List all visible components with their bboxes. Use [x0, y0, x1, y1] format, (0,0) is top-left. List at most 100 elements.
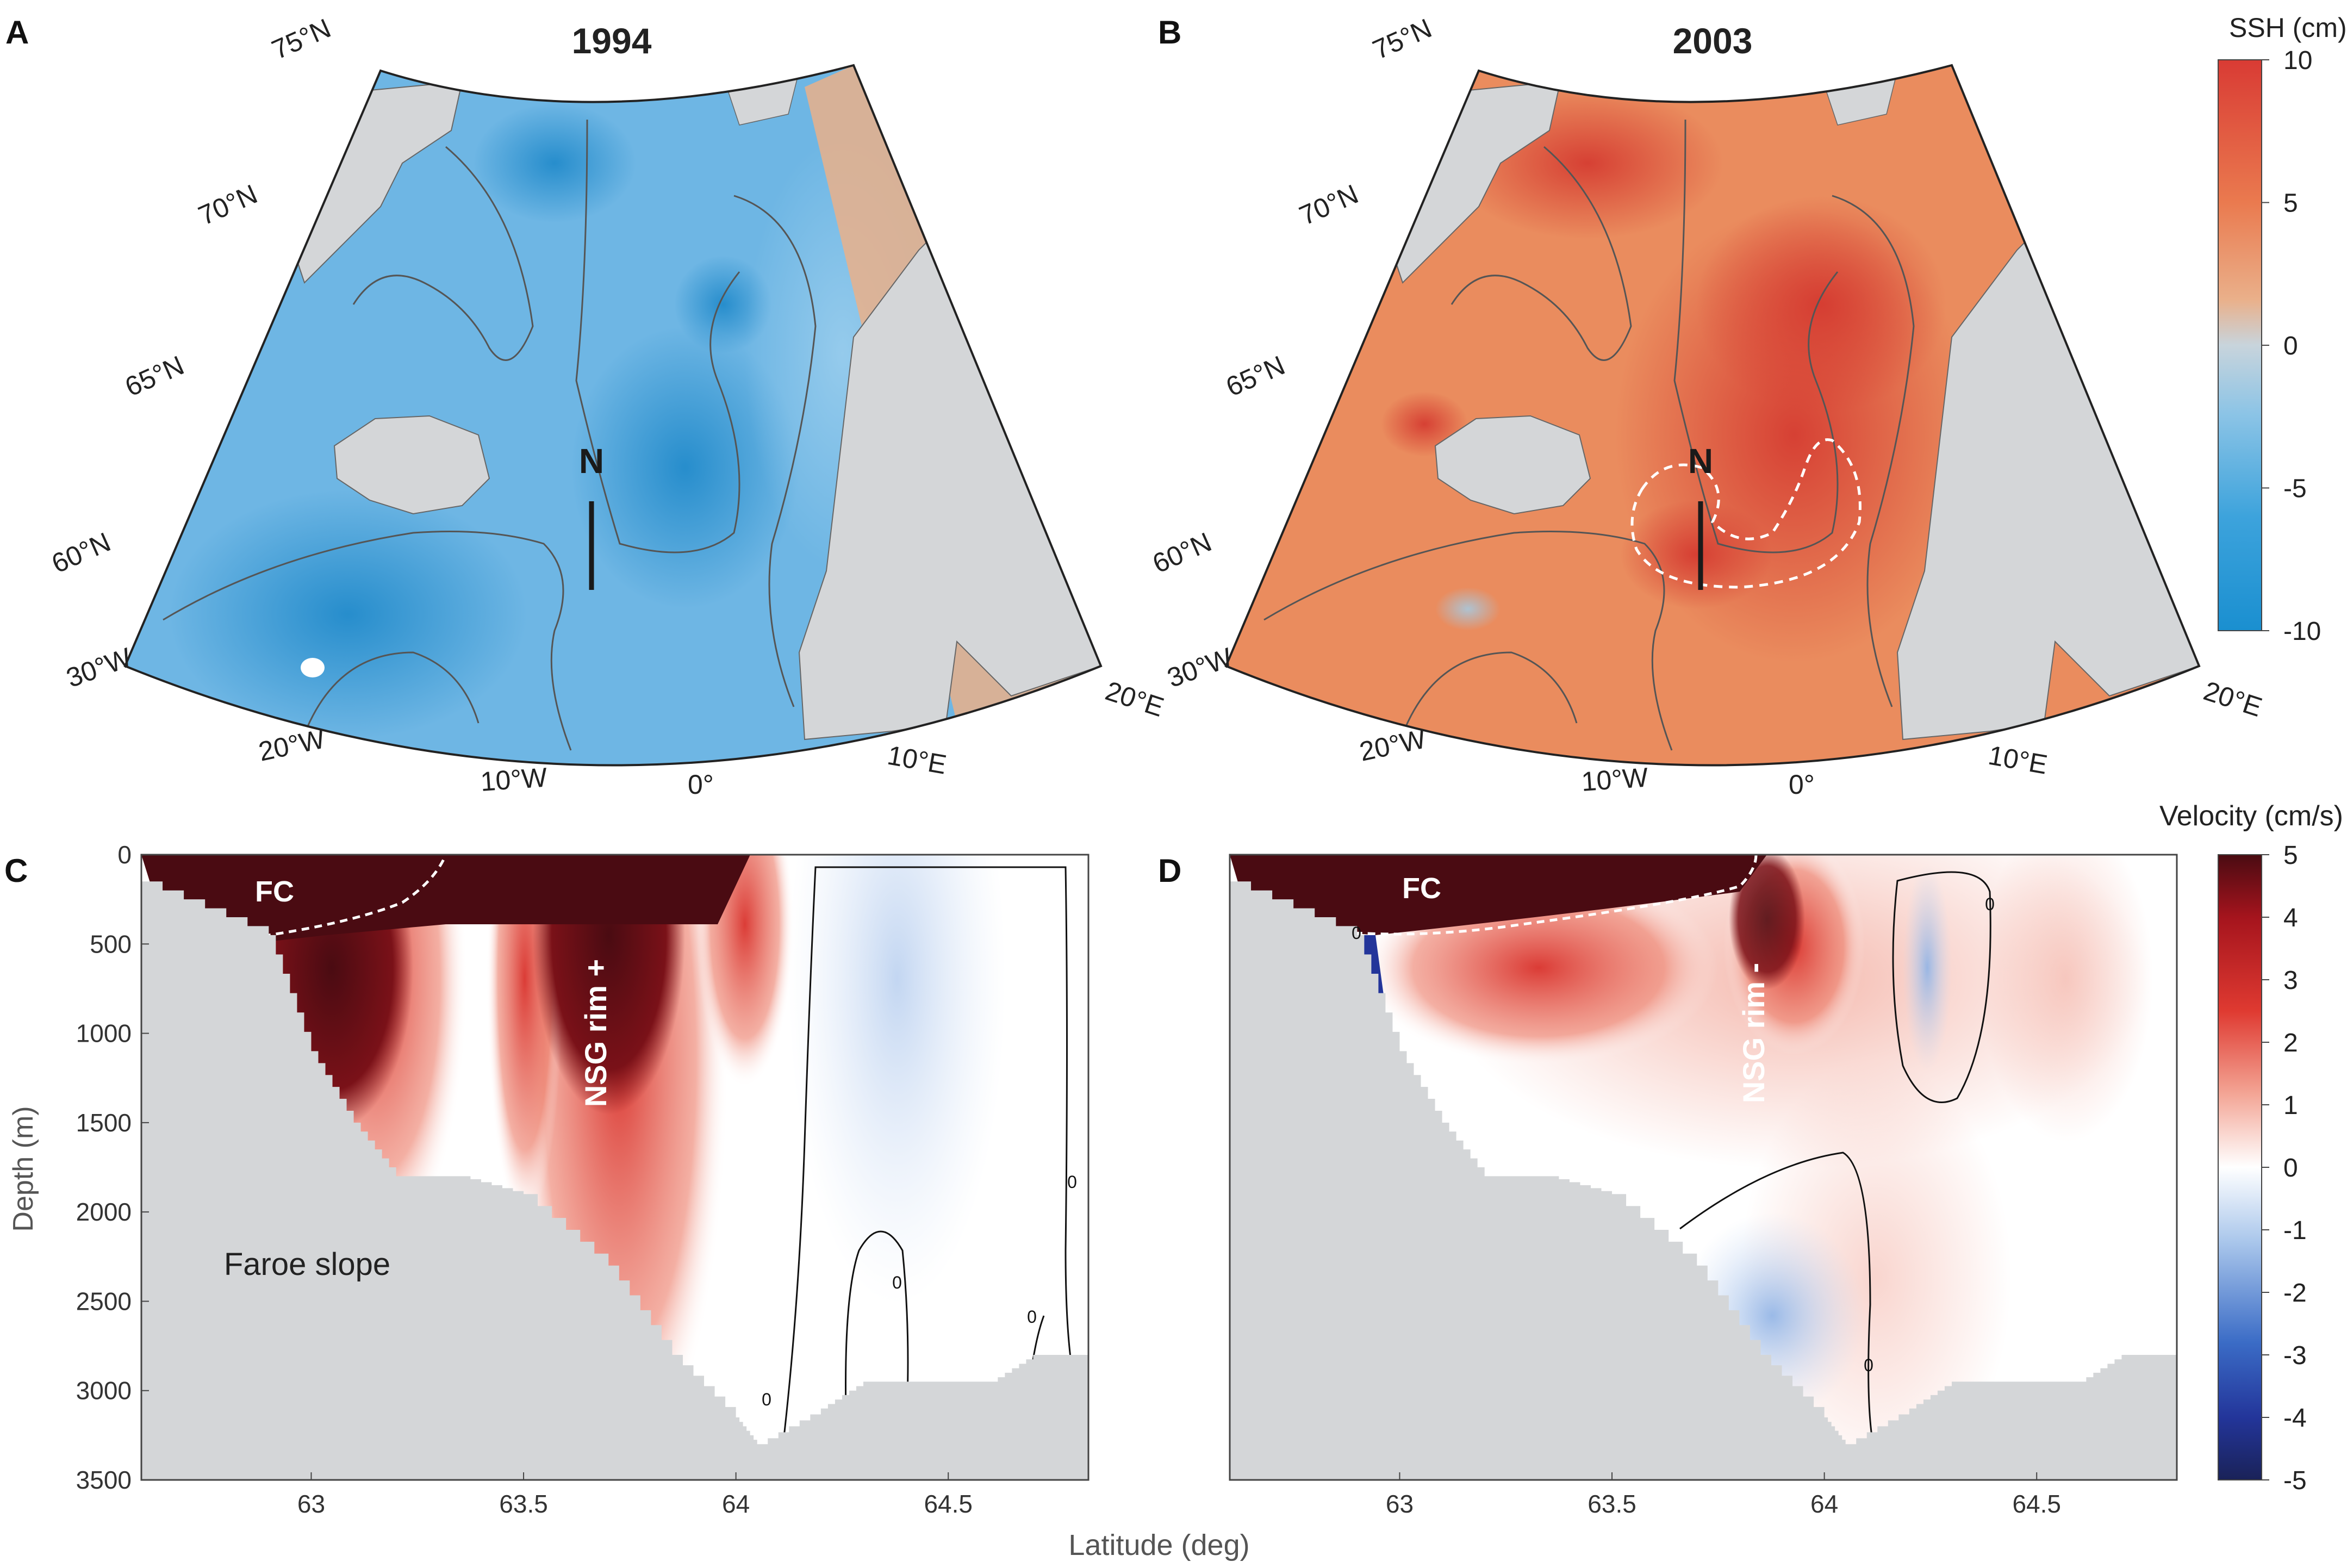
panel-d-blue-core	[1903, 864, 1952, 1071]
panel-b-bathy-contour	[1402, 651, 1578, 735]
panel-c-contour-label: 0	[1027, 1307, 1037, 1327]
panel-c-ylabel: Depth (m)	[8, 1106, 39, 1231]
panel-b-lat-label: 65°N	[1222, 350, 1290, 402]
panel-c-zero-contour	[782, 866, 1078, 1447]
panel-a-bathy-contour	[575, 119, 740, 553]
panel-d-axes: 63 63.5 64 64.5	[1386, 1472, 2061, 1518]
velocity-colorbar: Velocity (cm/s) 5 4 3 2 1 0 -1 -2 -3 -4 -5	[2159, 800, 2343, 1495]
panel-d-fc-boundary	[1315, 855, 1758, 936]
panel-c-letter: C	[4, 853, 28, 889]
panel-b-red-anomaly	[1696, 196, 1946, 413]
seafloor	[1230, 881, 2177, 1480]
panel-d-frame	[1229, 854, 2178, 1481]
panel-d-section: 0 0 0 FC NSG rim - D 63 63.5 64 64.5	[1158, 853, 2178, 1518]
ssh-colorbar: SSH (cm) 10 5 0 -5 -10	[2218, 13, 2347, 646]
panel-a-bathy-contour	[303, 651, 480, 735]
colorbar-tick-label: -10	[2283, 617, 2321, 646]
panel-a-blue-anomaly	[571, 326, 799, 609]
y-tick-label: 3000	[76, 1377, 132, 1405]
y-tick-label: 0	[117, 841, 132, 869]
y-tick-label: 3500	[76, 1466, 132, 1494]
panel-c-section: 0 0 0 0 FC NSG rim + Faroe slope C Depth…	[4, 841, 1090, 1518]
y-tick-label: 500	[90, 930, 132, 958]
panel-a-lon-label: 30°W	[63, 642, 136, 693]
panel-c-dark-top	[141, 855, 750, 946]
panel-c-contour-label: 0	[1067, 1172, 1077, 1192]
colorbar-tick-label: 4	[2283, 904, 2298, 932]
panel-a-lat-label: 75°N	[267, 13, 335, 65]
panel-a-bathy-contour	[352, 146, 534, 361]
colorbar-tick-label: -4	[2283, 1404, 2307, 1433]
panel-a-lat-label: 70°N	[194, 178, 262, 231]
panel-b-lat-label: 70°N	[1295, 178, 1363, 231]
velocity-colorbar-bar	[2218, 854, 2262, 1480]
panel-c-zero-contour	[845, 1230, 909, 1479]
colorbar-tick-label: 0	[2283, 332, 2298, 360]
panel-d-contour-label: 0	[1864, 1355, 1873, 1375]
y-tick-label: 2500	[76, 1287, 132, 1315]
panel-d-zero-contour	[1892, 871, 1991, 1103]
panel-c-contour-labels: 0 0 0 0	[762, 1172, 1077, 1409]
panel-d-contour-label: 0	[1985, 894, 1995, 914]
panel-a-lon-label: 20°W	[256, 723, 328, 767]
panel-a-lat-label: 60°N	[47, 526, 115, 579]
panel-a-lat-label: 65°N	[121, 350, 189, 402]
panel-b-bathy-contour	[1263, 531, 1673, 751]
ssh-colorbar-label: SSH (cm)	[2229, 13, 2347, 43]
ssh-colorbar-bar	[2218, 59, 2262, 631]
x-tick-label: 64.5	[924, 1490, 973, 1518]
panel-b-light-anomaly	[1435, 587, 1501, 631]
panel-b-iceland	[1434, 415, 1591, 515]
panel-a-frame	[123, 64, 1103, 767]
seafloor	[141, 881, 1088, 1480]
x-tick-label: 63	[1386, 1490, 1414, 1518]
shared-xlabel: Latitude (deg)	[1068, 1529, 1249, 1561]
panel-b-lon-label: 10°E	[1986, 740, 2050, 780]
panel-b-lon-label: 20°E	[2200, 675, 2266, 723]
panel-b-section-label: N	[1688, 441, 1713, 481]
panel-a-lon-label: 20°E	[1102, 675, 1168, 723]
panel-a-bathy-contour	[733, 195, 817, 707]
panel-a-blue-anomaly	[169, 489, 527, 739]
panel-d-zero-contour	[1679, 1152, 1877, 1458]
panel-d-pale-red-region	[1979, 855, 2153, 1142]
panel-c-axes: 63 63.5 64 64.5 0 500 1000 1500 2000 2500 3000 3500	[76, 841, 973, 1518]
panel-b-bathy-contour	[1832, 195, 1915, 707]
panel-b-lon-label: 10°W	[1580, 762, 1649, 797]
panel-a-lon-label: 10°W	[480, 762, 549, 797]
panel-a-title: 1994	[572, 21, 652, 61]
panel-d-dark-core	[1729, 855, 1805, 990]
panel-b-dashed-outline	[1630, 438, 1862, 589]
panel-b-lon-label: 0°	[1789, 769, 1815, 800]
panel-a-blue-anomaly	[473, 103, 636, 223]
panel-c-annotation-slope: Faroe slope	[224, 1247, 390, 1282]
y-tick-label: 1000	[76, 1019, 132, 1048]
colorbar-tick-label: -1	[2283, 1216, 2307, 1245]
panel-b-lat-label: 75°N	[1368, 13, 1436, 65]
colorbar-tick-label: -3	[2283, 1341, 2307, 1370]
panel-b-title: 2003	[1673, 21, 1753, 61]
panel-a-section-label: N	[579, 441, 604, 481]
panel-c-light-blue-band	[788, 855, 1006, 1305]
ssh-colorbar-ticks: 10 5 0 -5 -10	[2262, 46, 2321, 646]
colorbar-tick-label: 0	[2283, 1154, 2298, 1183]
panel-b-lat-label: 60°N	[1148, 526, 1216, 579]
x-tick-label: 63	[297, 1490, 325, 1518]
panel-d-contour-labels: 0 0 0	[1352, 894, 1995, 1375]
panel-d-contour-label: 0	[1352, 923, 1361, 943]
panel-b-bathy-contour	[1673, 119, 1839, 553]
x-tick-label: 64	[1810, 1490, 1838, 1518]
panel-d-annotation-fc: FC	[1402, 872, 1441, 905]
panel-c-annotation-fc: FC	[255, 875, 294, 908]
x-tick-label: 63.5	[499, 1490, 548, 1518]
panel-d-letter: D	[1158, 853, 1181, 889]
colorbar-tick-label: 5	[2283, 841, 2298, 870]
velocity-colorbar-ticks: 5 4 3 2 1 0 -1 -2 -3 -4 -5	[2262, 841, 2307, 1495]
y-tick-label: 2000	[76, 1198, 132, 1226]
panel-b-letter: B	[1158, 14, 1181, 51]
panel-c-contour-label: 0	[762, 1390, 771, 1409]
colorbar-tick-label: 10	[2283, 46, 2312, 75]
panel-b-red-anomaly	[1620, 500, 1772, 609]
panel-c-bathymetry	[141, 881, 1088, 1480]
panel-b-lon-label: 30°W	[1163, 642, 1237, 693]
